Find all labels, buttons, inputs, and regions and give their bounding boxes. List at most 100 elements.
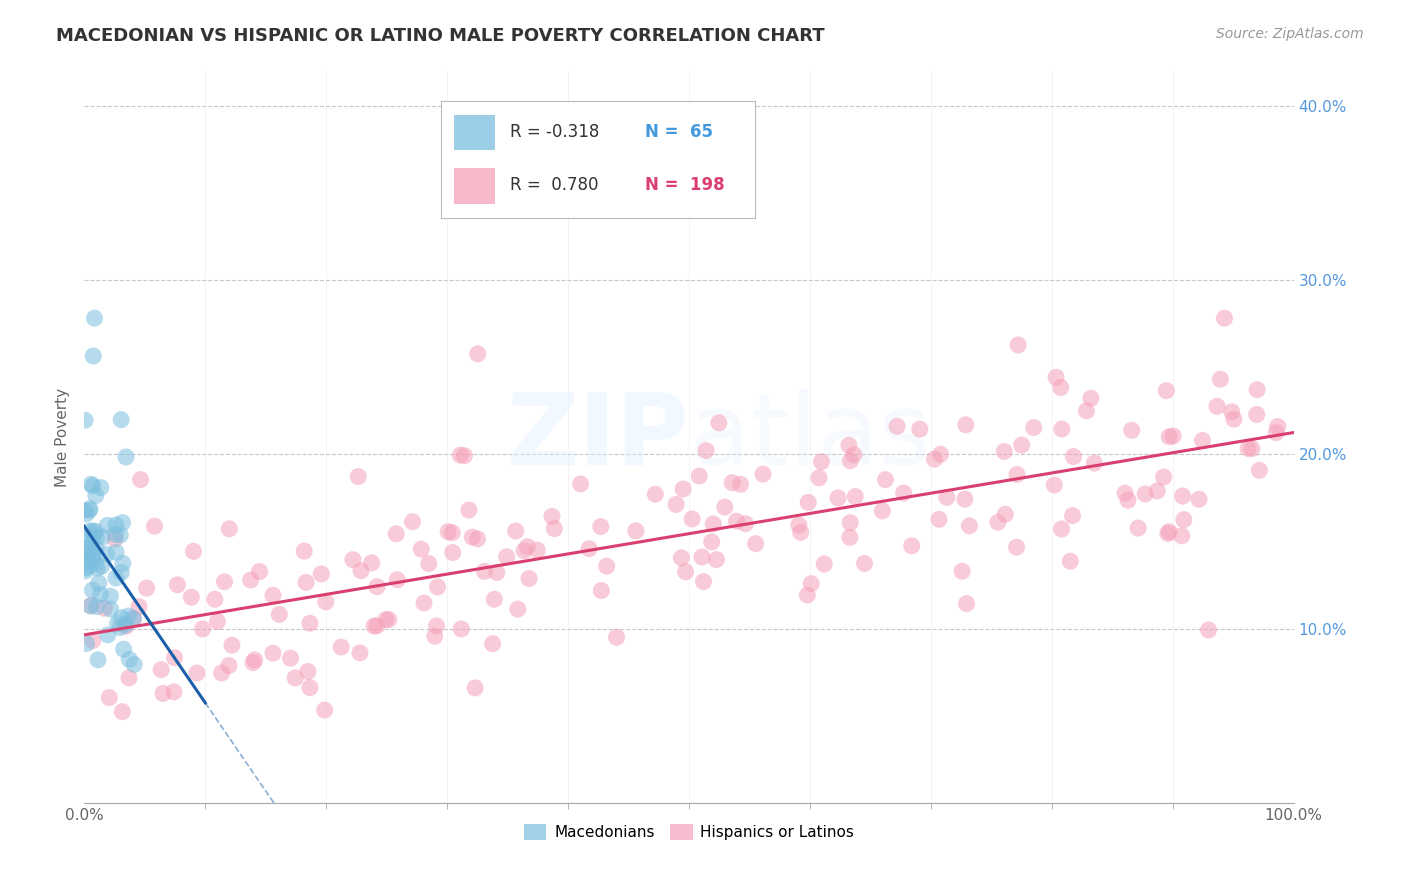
Point: [702, 516, 724, 531]
Point: [505, 524, 527, 538]
Point: [163, 685, 186, 699]
Point: [457, 503, 479, 517]
Text: Source: ZipAtlas.com: Source: ZipAtlas.com: [1216, 27, 1364, 41]
Point: [86, 531, 108, 545]
Point: [1146, 483, 1168, 498]
Point: [84, 488, 107, 502]
Point: [1153, 470, 1175, 484]
Point: [752, 467, 775, 482]
Point: [77, 559, 100, 574]
Point: [104, 571, 127, 585]
Point: [87, 653, 110, 667]
Point: [242, 656, 264, 670]
Point: [1157, 526, 1180, 541]
Point: [98, 690, 121, 705]
Point: [569, 477, 592, 491]
Point: [450, 622, 472, 636]
Point: [97, 628, 120, 642]
Point: [86, 599, 108, 614]
Point: [314, 703, 336, 717]
Point: [76, 554, 98, 568]
Point: [900, 539, 922, 553]
Point: [950, 564, 973, 578]
Point: [152, 686, 174, 700]
Point: [730, 477, 752, 491]
Point: [485, 566, 508, 580]
Point: [411, 542, 433, 557]
Point: [495, 549, 517, 564]
Point: [425, 619, 447, 633]
Point: [111, 516, 134, 530]
Point: [1076, 404, 1098, 418]
Point: [675, 565, 697, 579]
Point: [110, 412, 132, 426]
Point: [191, 622, 214, 636]
Point: [363, 619, 385, 633]
Point: [129, 473, 152, 487]
Point: [82, 548, 104, 562]
Point: [378, 613, 401, 627]
Point: [77, 540, 100, 554]
Point: [1171, 489, 1194, 503]
Point: [441, 525, 464, 540]
Text: MACEDONIAN VS HISPANIC OR LATINO MALE POVERTY CORRELATION CHART: MACEDONIAN VS HISPANIC OR LATINO MALE PO…: [56, 27, 825, 45]
Point: [1043, 478, 1066, 492]
Point: [1045, 370, 1067, 384]
Point: [1126, 521, 1149, 535]
Point: [839, 516, 862, 530]
Point: [707, 416, 730, 430]
Point: [349, 646, 371, 660]
Point: [787, 517, 810, 532]
Point: [578, 541, 600, 556]
Point: [908, 422, 931, 436]
Point: [1240, 442, 1263, 456]
Point: [526, 543, 548, 558]
Point: [79, 539, 101, 553]
Point: [82, 582, 104, 597]
Point: [924, 452, 946, 467]
Point: [82, 633, 104, 648]
Point: [706, 552, 728, 566]
Point: [624, 524, 647, 538]
Point: [1080, 391, 1102, 405]
Point: [844, 490, 866, 504]
Point: [827, 491, 849, 505]
Point: [385, 527, 408, 541]
Point: [1246, 383, 1268, 397]
Point: [464, 681, 486, 695]
Point: [1198, 623, 1220, 637]
Point: [75, 507, 97, 521]
Point: [298, 681, 321, 695]
Point: [80, 599, 103, 613]
Point: [315, 595, 337, 609]
Point: [96, 547, 118, 561]
Point: [671, 550, 693, 565]
Point: [360, 556, 382, 570]
Point: [79, 524, 101, 538]
Point: [104, 527, 127, 541]
Point: [311, 566, 333, 581]
Point: [110, 621, 132, 635]
Point: [797, 495, 820, 509]
Point: [82, 524, 104, 538]
Point: [98, 589, 121, 603]
Point: [1114, 486, 1136, 500]
Point: [118, 652, 141, 666]
Point: [1237, 442, 1260, 456]
Point: [214, 574, 236, 589]
Point: [292, 544, 315, 558]
Point: [1059, 554, 1081, 568]
Point: [516, 540, 538, 554]
Point: [84, 541, 107, 555]
Point: [111, 557, 134, 571]
Point: [180, 591, 202, 605]
Point: [104, 517, 127, 532]
Point: [330, 640, 353, 654]
Point: [350, 564, 373, 578]
Point: [993, 444, 1015, 458]
Point: [347, 469, 370, 483]
Point: [82, 479, 104, 493]
Point: [474, 565, 496, 579]
Point: [374, 613, 396, 627]
Point: [280, 651, 302, 665]
